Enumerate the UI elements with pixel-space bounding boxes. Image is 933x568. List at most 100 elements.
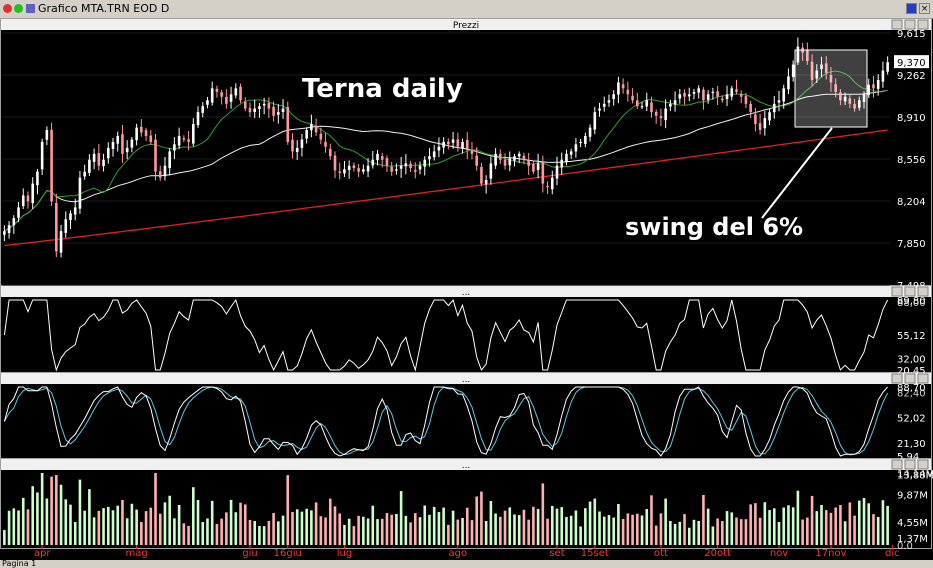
candle-body xyxy=(565,153,568,163)
volume-bar xyxy=(598,511,601,545)
candle-body xyxy=(772,103,776,113)
oscillator-axis-tick: 20,45 xyxy=(897,366,926,377)
candle-body xyxy=(758,123,762,131)
panel-maximize-button[interactable] xyxy=(904,286,916,297)
candle-body xyxy=(867,84,871,96)
volume-bar xyxy=(711,526,715,545)
candle-body xyxy=(277,112,280,115)
candle-body xyxy=(536,163,540,171)
panel-header-bar xyxy=(1,286,931,297)
volume-bar xyxy=(754,503,757,545)
candle-body xyxy=(546,185,549,188)
candle-body xyxy=(777,100,781,103)
candle-body xyxy=(692,91,696,94)
window-menu-button[interactable] xyxy=(906,3,917,14)
panel-close-button[interactable] xyxy=(917,373,929,384)
oscillator-panel[interactable] xyxy=(3,298,889,372)
candle-body xyxy=(560,159,564,168)
volume-bar xyxy=(834,507,837,545)
volume-bar xyxy=(824,510,828,545)
swing-annotation: swing del 6% xyxy=(625,213,803,241)
volume-bar xyxy=(281,515,285,545)
volume-bar xyxy=(716,518,719,545)
candle-body xyxy=(550,177,554,190)
candle-body xyxy=(598,108,601,111)
volume-bar xyxy=(550,505,554,545)
page-tab[interactable]: Pagina 1 xyxy=(2,559,37,568)
panel-minimize-button[interactable] xyxy=(891,19,903,30)
panel-close-button[interactable] xyxy=(917,459,929,470)
candle-body xyxy=(513,156,516,161)
chart-area[interactable]: Terna daily swing del 6% 9,615 9,262 8,910… xyxy=(0,18,933,560)
candle-body xyxy=(461,141,464,149)
oscillator-line xyxy=(3,298,889,372)
panel-minimize-button[interactable] xyxy=(891,459,903,470)
x-axis-label: lug xyxy=(337,548,352,559)
candle-body xyxy=(3,231,6,235)
candle-body xyxy=(106,147,110,159)
volume-bar xyxy=(168,495,171,545)
panel-minimize-button[interactable] xyxy=(891,286,903,297)
volume-bar xyxy=(239,502,242,545)
candle-body xyxy=(88,159,91,173)
close-dot-icon[interactable] xyxy=(3,4,12,13)
volume-bar xyxy=(357,515,360,545)
panel-close-button[interactable] xyxy=(917,19,929,30)
candle-body xyxy=(635,100,639,107)
volume-bar xyxy=(631,514,634,545)
volume-bar xyxy=(744,519,748,545)
volume-bar xyxy=(428,514,431,545)
volume-bar xyxy=(380,518,384,545)
candle-body xyxy=(343,169,346,174)
volume-bar xyxy=(83,510,86,545)
minimize-dot-icon[interactable] xyxy=(14,4,23,13)
panel-close-button[interactable] xyxy=(917,286,929,297)
panel-minimize-button[interactable] xyxy=(891,373,903,384)
candle-body xyxy=(475,155,479,166)
volume-panel[interactable] xyxy=(3,473,889,545)
candle-body xyxy=(338,171,342,173)
candle-body xyxy=(423,159,427,167)
volume-bar xyxy=(820,504,823,545)
volume-bar xyxy=(645,509,649,545)
volume-bar xyxy=(243,504,247,545)
panel-maximize-button[interactable] xyxy=(904,459,916,470)
stochastic-panel[interactable] xyxy=(3,386,889,457)
candle-body xyxy=(862,94,866,102)
x-axis-label: apr xyxy=(34,548,51,559)
volume-bar xyxy=(69,504,72,545)
panel-frame xyxy=(0,458,932,549)
window-titlebar: Grafico MTA.TRN EOD D × xyxy=(0,0,933,19)
volume-bar xyxy=(338,513,342,545)
panel-frame xyxy=(0,285,932,373)
candle-body xyxy=(739,94,743,97)
candle-body xyxy=(248,108,252,113)
candle-body xyxy=(839,92,842,101)
candle-body xyxy=(645,100,649,107)
volume-bar xyxy=(111,510,115,545)
volume-bar xyxy=(17,510,20,545)
price-axis-tick: 8,204 xyxy=(897,197,926,208)
volume-bar xyxy=(31,486,35,545)
volume-bar xyxy=(149,507,153,545)
candle-body xyxy=(706,94,710,100)
panel-maximize-button[interactable] xyxy=(904,19,916,30)
candle-body xyxy=(768,112,771,121)
candle-body xyxy=(191,124,195,144)
volume-bar xyxy=(390,514,393,545)
volume-bar xyxy=(465,507,469,545)
panel-maximize-button[interactable] xyxy=(904,373,916,384)
candle-body xyxy=(442,141,445,148)
candle-body xyxy=(225,96,228,104)
price-panel[interactable]: Terna daily swing del 6% xyxy=(3,37,889,258)
page-tab-bar: Pagina 1 xyxy=(0,559,933,568)
window-close-button[interactable]: × xyxy=(919,3,930,14)
candle-body xyxy=(480,166,483,184)
candle-body xyxy=(376,153,379,161)
volume-bar xyxy=(810,495,814,545)
candle-body xyxy=(55,203,58,252)
volume-bar xyxy=(607,515,611,545)
volume-bar xyxy=(371,505,375,545)
volume-bar xyxy=(664,498,667,545)
candle-body xyxy=(810,61,814,81)
